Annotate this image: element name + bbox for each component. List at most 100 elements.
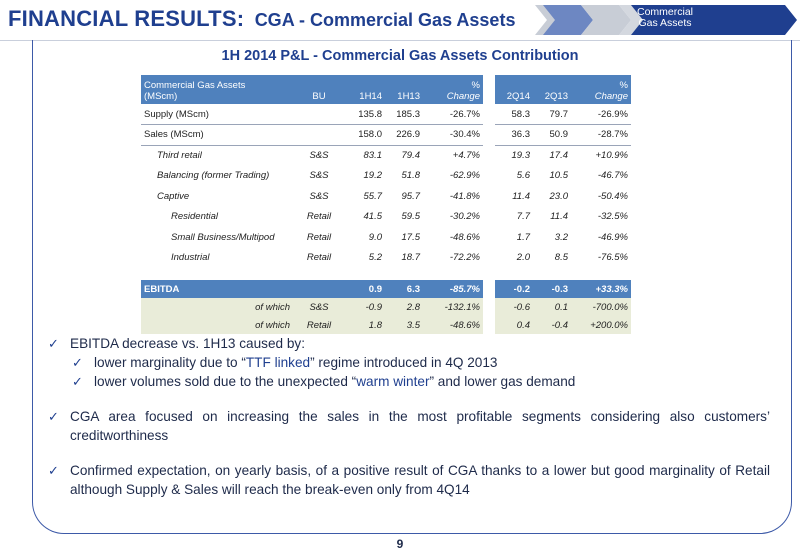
of-which-pct-h: -48.6% — [423, 316, 483, 334]
header-bu: BU — [293, 75, 345, 104]
column-gap — [483, 227, 495, 248]
row-2q14: 58.3 — [495, 104, 533, 125]
row-pct-h: -30.4% — [423, 124, 483, 146]
table-row: Residential Retail 41.5 59.5 -30.2% 7.7 … — [141, 207, 631, 228]
row-1h13: 59.5 — [401, 211, 421, 223]
bullet-text-pre: lower marginality due to “ — [94, 355, 246, 370]
header-pct-symbol: % — [619, 80, 628, 91]
bullet-item: ✓ Confirmed expectation, on yearly basis… — [48, 461, 770, 499]
row-2q14: 2.0 — [516, 252, 530, 264]
row-pct-h: -26.7% — [423, 104, 483, 125]
row-label: Captive — [157, 190, 190, 202]
check-icon: ✓ — [48, 463, 59, 478]
nav-chevrons — [535, 5, 797, 35]
row-label: Sales (MScm) — [141, 124, 293, 146]
row-pct-q: -46.7% — [597, 170, 628, 182]
check-icon: ✓ — [72, 374, 83, 389]
row-label: Third retail — [157, 150, 202, 161]
row-1h14: 83.1 — [363, 150, 383, 161]
row-2q14: 11.4 — [512, 190, 530, 202]
bullet-text-post: ” regime introduced in 4Q 2013 — [310, 355, 498, 370]
header-1h14: 1H14 — [345, 75, 385, 104]
row-2q14: 5.6 — [516, 170, 530, 182]
row-1h13: 226.9 — [385, 124, 423, 146]
panel-title: 1H 2014 P&L - Commercial Gas Assets Cont… — [221, 48, 579, 64]
of-which-2q14: -0.6 — [495, 298, 533, 316]
bullet-item: ✓ CGA area focused on increasing the sal… — [48, 407, 770, 445]
nav-label-line2: Gas Assets — [638, 17, 692, 29]
row-2q14: 1.7 — [516, 231, 530, 243]
row-pct-h: -62.9% — [449, 170, 480, 182]
row-1h14: 9.0 — [368, 231, 382, 243]
column-gap — [483, 298, 495, 316]
header-label: Commercial Gas Assets (MScm) — [141, 75, 293, 104]
nav-label-line1: Commercial — [636, 6, 693, 18]
row-2q13: 79.7 — [533, 104, 571, 125]
row-2q14: 7.7 — [516, 211, 530, 223]
row-label: Supply (MScm) — [141, 104, 293, 125]
bullet-text-em: TTF linked — [245, 355, 311, 370]
row-1h14: 19.2 — [363, 170, 383, 182]
table-row: Sales (MScm) 158.0 226.9 -30.4% 36.3 50.… — [141, 124, 631, 146]
ebitda-2q13: -0.3 — [533, 280, 571, 298]
title-main: FINANCIAL RESULTS: — [8, 6, 245, 31]
header-pct-change: Change — [446, 91, 480, 102]
chevron-arrow-icon — [581, 5, 631, 35]
of-which-2q14: 0.4 — [495, 316, 533, 334]
ebitda-row: EBITDA 0.9 6.3 -85.7% -0.2 -0.3 +33.3% — [141, 280, 631, 298]
row-2q13: 23.0 — [549, 190, 569, 202]
bullet-list: ✓ EBITDA decrease vs. 1H13 caused by: ✓ … — [48, 334, 770, 499]
table-row: Captive S&S 55.7 95.7 -41.8% 11.4 23.0 -… — [141, 186, 631, 207]
table-row: Small Business/Multipod Retail 9.0 17.5 … — [141, 227, 631, 248]
table-row: Third retail S&S 83.1 79.4 +4.7% 19.3 17… — [141, 145, 631, 166]
table-row: Supply (MScm) 135.8 185.3 -26.7% 58.3 79… — [141, 104, 631, 125]
row-label: Small Business/Multipod — [171, 231, 275, 243]
row-1h13: 79.4 — [401, 150, 421, 161]
bullet-text: Confirmed expectation, on yearly basis, … — [70, 463, 770, 497]
ebitda-2q14: -0.2 — [495, 280, 533, 298]
header-1h13: 1H13 — [385, 75, 423, 104]
ebitda-1h13: 6.3 — [385, 280, 423, 298]
of-which-pct-h: -132.1% — [423, 298, 483, 316]
row-pct-q: -28.7% — [571, 124, 631, 146]
row-bu — [293, 124, 345, 146]
ebitda-1h14: 0.9 — [345, 280, 385, 298]
header-2q13: 2Q13 — [533, 75, 571, 104]
table-row: Balancing (former Trading) S&S 19.2 51.8… — [141, 166, 631, 187]
row-1h14: 135.8 — [345, 104, 385, 125]
row-pct-q: -46.9% — [597, 231, 628, 243]
ebitda-label: EBITDA — [141, 280, 293, 298]
ebitda-pct-h: -85.7% — [423, 280, 483, 298]
row-pct-q: +10.9% — [595, 150, 629, 161]
column-gap — [483, 166, 495, 187]
bullet-text: CGA area focused on increasing the sales… — [70, 409, 770, 443]
of-which-label: of which — [141, 298, 293, 316]
pl-table: Commercial Gas Assets (MScm) BU 1H14 1H1… — [141, 75, 631, 334]
row-bu: Retail — [306, 252, 332, 264]
of-which-bu: Retail — [293, 316, 345, 334]
column-gap — [483, 125, 495, 146]
column-gap — [483, 280, 495, 298]
bullet-text-post: ” and lower gas demand — [429, 374, 576, 389]
row-1h13: 17.5 — [401, 231, 421, 243]
row-1h14: 55.7 — [363, 190, 383, 202]
row-bu: S&S — [309, 150, 329, 161]
row-pct-q: -50.4% — [597, 190, 628, 202]
of-which-pct-q: +200.0% — [571, 316, 631, 334]
row-pct-q: -32.5% — [597, 211, 628, 223]
of-which-1h14: -0.9 — [345, 298, 385, 316]
table-row: Industrial Retail 5.2 18.7 -72.2% 2.0 8.… — [141, 248, 631, 269]
column-gap — [483, 207, 495, 228]
row-bu: Retail — [306, 211, 332, 223]
column-gap — [483, 75, 495, 104]
of-which-pct-q: -700.0% — [571, 298, 631, 316]
row-1h13: 185.3 — [385, 104, 423, 125]
check-icon: ✓ — [48, 336, 59, 351]
of-which-1h14: 1.8 — [345, 316, 385, 334]
bullet-text-em: warm winter — [356, 374, 430, 389]
slide-title: FINANCIAL RESULTS: CGA - Commercial Gas … — [8, 6, 515, 36]
column-gap — [483, 104, 495, 125]
ebitda-pct-q: +33.3% — [571, 280, 631, 298]
of-which-row: of which Retail 1.8 3.5 -48.6% 0.4 -0.4 … — [141, 316, 631, 334]
bullet-item: ✓ EBITDA decrease vs. 1H13 caused by: — [48, 334, 770, 353]
